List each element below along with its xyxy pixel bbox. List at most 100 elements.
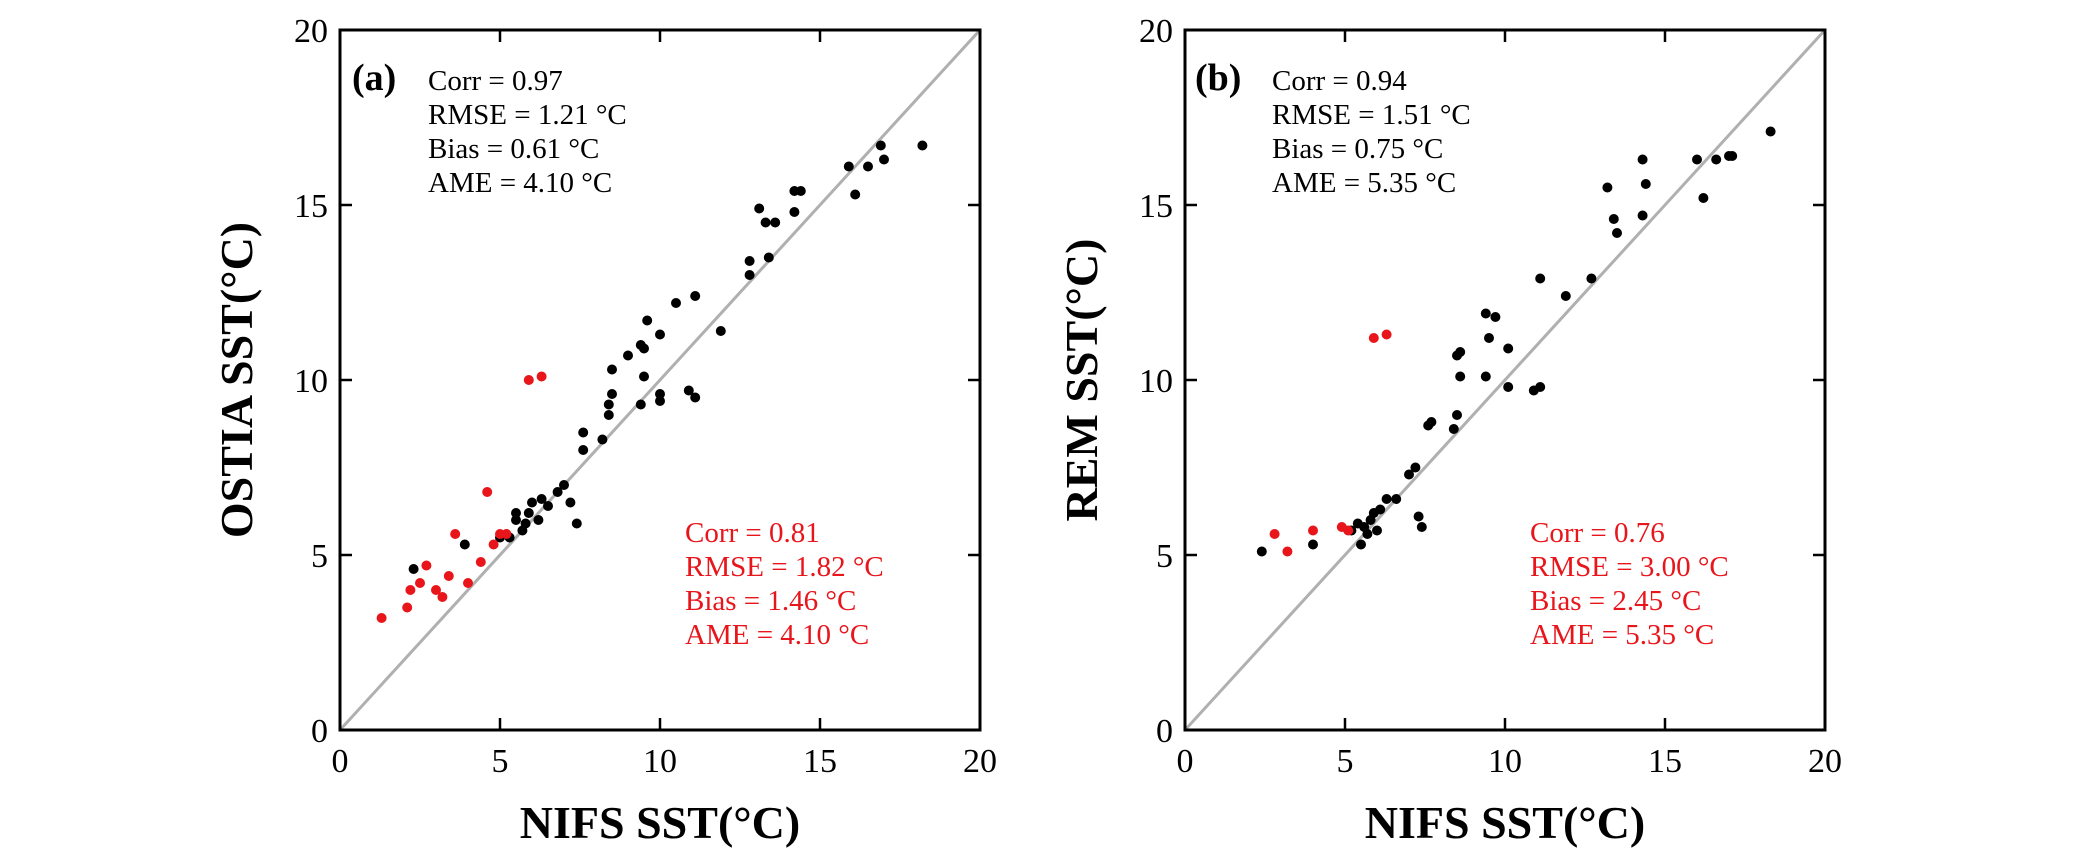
data-point-black: [536, 494, 547, 504]
data-point-black: [623, 350, 633, 361]
data-point-black: [597, 434, 608, 445]
data-point-red: [421, 560, 432, 571]
data-point-black: [655, 329, 665, 340]
stat-bias: Bias = 2.45 °C: [1530, 585, 1701, 617]
tick-labels: 0 5 10 15 20 0 5 10 15 20: [1139, 13, 1842, 780]
data-point-black: [770, 217, 781, 228]
data-point-black: [1711, 154, 1722, 165]
panel-b: 0 5 10 15 20 0 5 10 15 20 (b) NIFS SST(°C) REM SS…: [1056, 13, 1842, 848]
data-point-black: [1256, 546, 1267, 557]
tick-marks: [338, 28, 982, 732]
stats-red: Corr = 0.81 RMSE = 1.82 °C Bias = 1.46 °…: [685, 517, 884, 651]
data-point-black: [1308, 539, 1318, 550]
x-axis-title: NIFS SST(°C): [1365, 797, 1645, 848]
data-point-black: [511, 508, 521, 518]
data-point-red: [376, 613, 387, 623]
data-point-black: [578, 445, 589, 455]
data-point-black: [1698, 193, 1709, 203]
data-point-black: [744, 270, 755, 280]
data-point-black: [690, 392, 701, 403]
data-point-black: [523, 508, 534, 518]
data-point-black: [642, 315, 653, 326]
data-point-black: [607, 389, 617, 399]
data-point-black: [1455, 347, 1466, 357]
stats-red: Corr = 0.76 RMSE = 3.00 °C Bias = 2.45 °…: [1530, 517, 1729, 651]
data-point-black: [1480, 371, 1491, 382]
y-tick-label: 20: [294, 13, 328, 50]
data-point-black: [1765, 126, 1776, 137]
data-points: [376, 140, 928, 623]
data-point-black: [744, 256, 755, 266]
stat-rmse: RMSE = 1.51 °C: [1272, 99, 1471, 131]
data-point-black: [1413, 511, 1424, 522]
data-point-black: [565, 497, 576, 508]
stat-corr: Corr = 0.94: [1272, 65, 1407, 97]
data-point-red: [437, 592, 448, 602]
data-point-black: [1640, 179, 1651, 189]
x-tick-label: 20: [963, 743, 997, 780]
data-points: [1256, 126, 1776, 557]
y-tick-label: 5: [311, 538, 328, 575]
data-point-black: [1391, 494, 1402, 504]
stat-rmse: RMSE = 1.21 °C: [428, 99, 627, 131]
data-point-black: [850, 189, 861, 200]
data-point-red: [405, 585, 416, 595]
data-point-red: [475, 557, 486, 567]
data-point-black: [875, 140, 886, 151]
stats-black: Corr = 0.94 RMSE = 1.51 °C Bias = 0.75 °…: [1272, 65, 1471, 199]
x-tick-label: 20: [1808, 743, 1842, 780]
data-point-black: [671, 298, 681, 308]
data-point-black: [527, 497, 537, 508]
panel-label: (b): [1195, 57, 1241, 99]
stat-bias: Bias = 0.75 °C: [1272, 133, 1443, 165]
data-point-black: [607, 364, 617, 375]
data-point-black: [1480, 308, 1491, 319]
data-point-black: [639, 371, 649, 382]
data-point-red: [488, 539, 499, 550]
data-point-red: [450, 529, 461, 539]
data-point-black: [1727, 151, 1738, 161]
data-point-black: [543, 501, 553, 511]
data-point-black: [559, 480, 569, 490]
data-point-black: [763, 252, 774, 263]
data-point-black: [655, 389, 665, 399]
data-point-black: [1608, 214, 1619, 224]
x-tick-label: 0: [332, 743, 349, 780]
tick-labels: 0 5 10 15 20 0 5 10 15 20: [294, 13, 997, 780]
data-point-black: [1637, 210, 1648, 221]
y-axis-title: REM SST(°C): [1056, 239, 1107, 522]
data-point-black: [571, 518, 582, 529]
x-tick-label: 10: [643, 743, 677, 780]
tick-marks: [1183, 28, 1827, 732]
data-point-black: [1375, 504, 1386, 515]
x-axis-title: NIFS SST(°C): [520, 797, 800, 848]
data-point-black: [511, 515, 521, 525]
stat-rmse: RMSE = 3.00 °C: [1530, 551, 1729, 583]
stat-corr: Corr = 0.97: [428, 65, 563, 97]
data-point-black: [795, 186, 806, 196]
data-point-black: [917, 140, 928, 151]
data-point-red: [1308, 525, 1318, 536]
stat-bias: Bias = 0.61 °C: [428, 133, 599, 165]
data-point-black: [1356, 539, 1366, 550]
x-tick-label: 10: [1488, 743, 1522, 780]
data-point-black: [1372, 525, 1382, 536]
data-point-black: [1426, 417, 1437, 427]
data-point-black: [1404, 469, 1414, 480]
data-point-black: [635, 399, 646, 410]
data-point-black: [1503, 382, 1514, 392]
data-point-red: [536, 371, 547, 382]
data-point-red: [1269, 529, 1280, 539]
stat-bias: Bias = 1.46 °C: [685, 585, 856, 617]
stats-black: Corr = 0.97 RMSE = 1.21 °C Bias = 0.61 °…: [428, 65, 627, 199]
stat-corr: Corr = 0.76: [1530, 517, 1665, 549]
data-point-black: [683, 385, 694, 396]
x-tick-label: 5: [492, 743, 509, 780]
y-tick-label: 15: [294, 188, 328, 225]
data-point-black: [1535, 273, 1546, 284]
x-tick-label: 0: [1177, 743, 1194, 780]
reference-line-1-1: [1183, 28, 1827, 732]
data-point-black: [1490, 312, 1501, 322]
data-point-black: [863, 161, 873, 172]
